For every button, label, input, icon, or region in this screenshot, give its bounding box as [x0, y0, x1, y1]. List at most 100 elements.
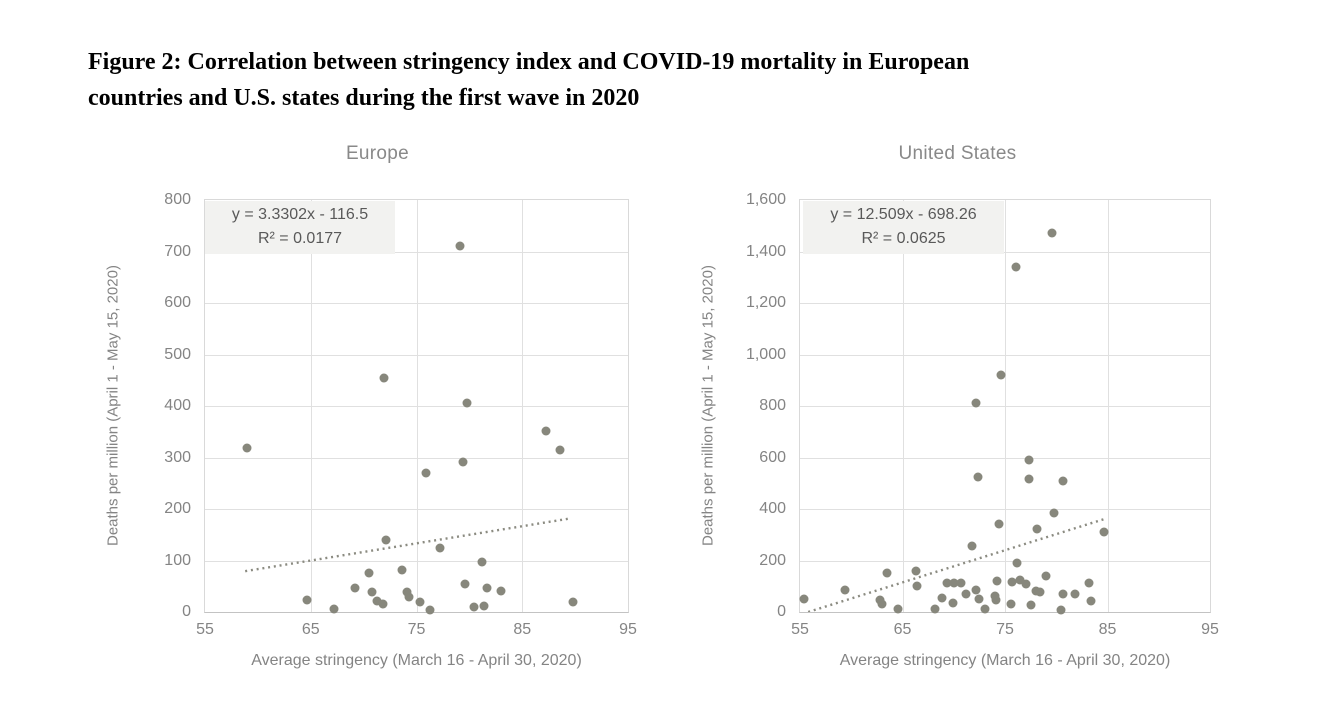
us-plot-area: Deaths per million (April 1 - May 15, 20… [700, 191, 1219, 669]
data-point [364, 568, 374, 578]
chart-title-europe: Europe [345, 143, 410, 164]
data-point [1012, 558, 1022, 568]
trendline [807, 518, 1104, 612]
data-point [460, 579, 470, 589]
y-tick-label: 500 [164, 345, 191, 363]
figure-title-line-1: Figure 2: Correlation between stringency… [88, 49, 970, 75]
data-point [1006, 599, 1016, 608]
data-point [458, 457, 468, 467]
data-point [971, 398, 981, 408]
data-point [877, 599, 887, 609]
vertical-gridline [522, 200, 524, 612]
x-tick-label: 55 [791, 621, 809, 638]
data-point [942, 578, 952, 588]
y-tick-label: 800 [164, 191, 191, 208]
data-point [930, 604, 940, 614]
data-point [541, 426, 550, 436]
data-point [893, 604, 903, 614]
data-point [1070, 589, 1080, 599]
europe-equation-label: y = 3.3302x - 116.5 [231, 206, 369, 223]
us-trendline-equation-box: y = 12.509x - 698.26 R² = 0.0625 [803, 201, 1004, 254]
data-point [996, 370, 1006, 380]
x-tick-label: 65 [301, 621, 320, 638]
y-tick-label: 800 [759, 397, 786, 414]
data-point [397, 565, 407, 575]
vertical-gridline [310, 200, 312, 612]
europe-y-axis-title: Deaths per million (April 1 - May 15, 20… [104, 265, 122, 547]
europe-x-axis-title: Average stringency (March 16 - April 30,… [251, 652, 582, 669]
data-point [973, 472, 983, 482]
data-point [482, 583, 492, 593]
data-point [1084, 578, 1094, 588]
data-point [1011, 262, 1021, 272]
x-tick-label: 65 [893, 621, 912, 638]
data-point [1056, 605, 1066, 615]
data-point [1015, 575, 1025, 585]
x-tick-label: 75 [996, 621, 1014, 638]
data-point [477, 557, 487, 567]
data-point [378, 599, 388, 609]
data-point [302, 595, 312, 605]
data-point [1041, 571, 1051, 581]
data-point [1024, 455, 1034, 465]
y-tick-label: 1,400 [745, 242, 786, 260]
x-tick-label: 95 [619, 621, 637, 638]
data-point [840, 585, 850, 595]
data-point [1049, 508, 1059, 518]
data-point [372, 596, 382, 606]
y-tick-label: 600 [759, 448, 786, 466]
data-point [967, 541, 977, 551]
data-point [367, 587, 377, 597]
data-point [948, 598, 958, 608]
x-tick-label: 75 [407, 621, 426, 638]
data-point [421, 468, 431, 478]
data-point [1021, 579, 1030, 589]
us-r-squared-label: R² = 0.0625 [861, 230, 946, 247]
data-point [961, 589, 971, 599]
data-point [1024, 474, 1034, 484]
europe-scatter-chart: Europe Deaths per million (April 1 - May… [95, 140, 660, 700]
y-tick-label: 600 [164, 294, 191, 311]
data-point [479, 601, 489, 611]
data-point [455, 241, 465, 251]
data-point [379, 373, 389, 383]
data-point [496, 586, 506, 596]
data-point [1026, 600, 1036, 610]
data-point [799, 594, 809, 604]
figure-title: Figure 2: Correlation between stringency… [88, 44, 1268, 116]
data-point [956, 578, 966, 588]
data-point [937, 593, 947, 603]
x-tick-label: 95 [1201, 621, 1219, 638]
data-point [1047, 228, 1057, 238]
data-point [350, 583, 360, 593]
y-tick-label: 200 [164, 500, 191, 517]
data-point [555, 445, 565, 455]
vertical-gridline [1107, 200, 1109, 612]
data-point [1035, 587, 1045, 597]
data-point [1086, 596, 1096, 606]
data-point [911, 566, 921, 576]
data-point [1058, 476, 1068, 486]
data-point [329, 604, 339, 614]
us-x-axis-title: Average stringency (March 16 - April 30,… [839, 652, 1171, 669]
data-point [994, 519, 1004, 529]
vertical-gridline [416, 200, 418, 612]
us-equation-label: y = 12.509x - 698.26 [830, 206, 977, 223]
x-tick-label: 85 [513, 621, 532, 638]
y-tick-label: 700 [164, 242, 191, 260]
y-tick-label: 0 [777, 603, 786, 620]
vertical-gridline [1005, 200, 1006, 612]
data-point [991, 595, 1001, 605]
y-tick-label: 1,200 [745, 294, 786, 311]
data-point [415, 597, 425, 607]
chart-title-united-states: United States [898, 143, 1017, 164]
y-tick-label: 1,600 [745, 191, 786, 208]
data-point [974, 594, 984, 604]
y-tick-label: 0 [182, 603, 191, 620]
us-y-axis-title: Deaths per million (April 1 - May 15, 20… [699, 265, 717, 547]
figure-title-line-2: countries and U.S. states during the fir… [88, 85, 640, 111]
y-tick-label: 400 [759, 500, 786, 517]
data-point [949, 578, 959, 588]
data-point [242, 443, 252, 453]
y-tick-label: 400 [164, 397, 191, 414]
